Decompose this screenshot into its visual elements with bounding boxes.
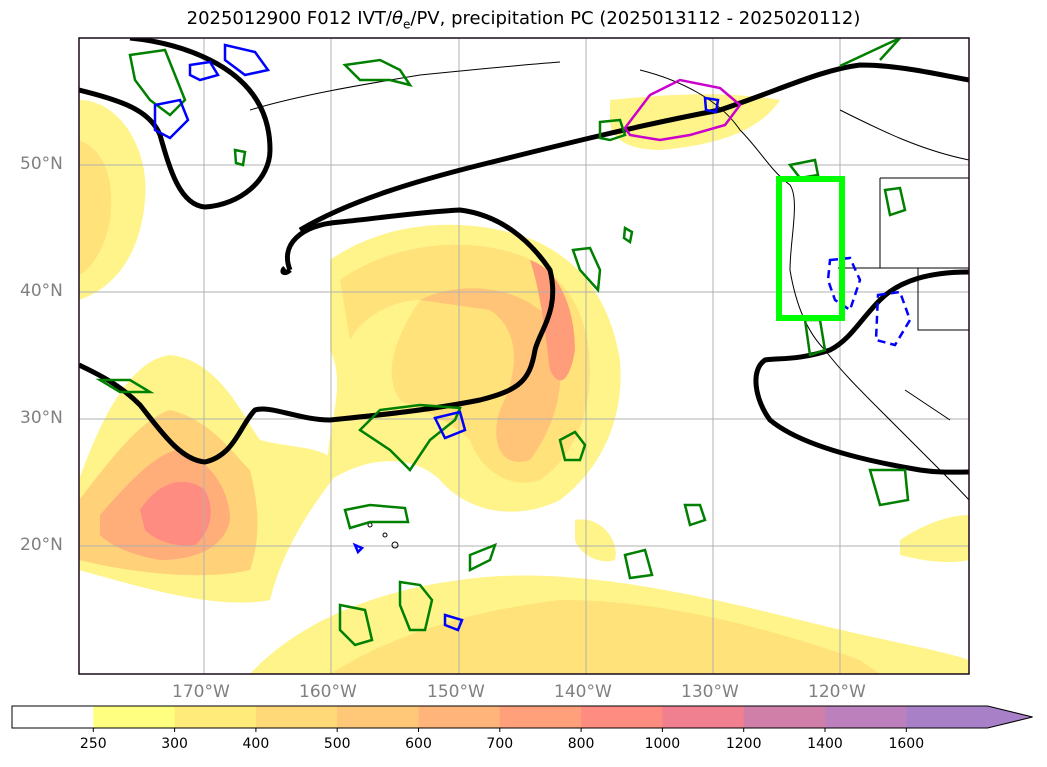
lat-label-50: 50°N [20,154,63,174]
coastlines [249,61,969,549]
colorbar-swatch [255,706,338,728]
precip-contour [623,78,742,142]
colorbar-tick-label: 400 [242,736,270,752]
map-title: 2025012900 F012 IVT/θe/PV, precipitation… [186,8,861,32]
map-frame [78,37,970,675]
colorbar-tick-label: 600 [405,736,432,752]
colorbar-swatch [499,706,582,728]
theta-contours [153,43,912,632]
colorbar-tick-label: 1200 [725,736,762,752]
domain-box [776,176,845,321]
lon-label-140w: 140°W [554,682,612,702]
lon-label-120w: 120°W [808,682,866,702]
colorbar-swatch [174,706,257,728]
colorbar-tick-label: 300 [161,736,188,752]
colorbar-tick-label: 1000 [644,736,681,752]
colorbar-tick-label: 500 [323,736,351,752]
colorbar-swatch [743,706,826,728]
colorbar-swatch [337,706,419,728]
colorbar [11,705,1033,732]
colorbar-swatch [12,706,94,728]
lat-label-40: 40°N [20,281,63,301]
colorbar-swatch [418,706,501,728]
colorbar-tick-label: 800 [567,736,595,752]
colorbar-tick-label: 1400 [807,736,843,752]
colorbar-outline [11,705,1033,729]
colorbar-tick-label: 1600 [888,736,925,752]
lat-label-30: 30°N [20,408,63,428]
colorbar-tick-label: 700 [486,736,514,752]
colorbar-tick-label: 250 [79,736,107,752]
pv-contours [95,38,910,647]
colorbar-swatch [662,706,745,728]
colorbar-swatch [906,706,989,728]
lon-label-150w: 150°W [427,682,485,702]
ivt-shading [79,94,969,674]
lat-label-20: 20°N [20,535,63,555]
colorbar-extend-arrow [987,706,1033,728]
graticule [79,38,969,674]
colorbar-swatch [825,706,907,728]
lon-label-170w: 170°W [172,682,230,702]
lon-label-160w: 160°W [299,682,357,702]
colorbar-swatch [93,706,176,728]
colorbar-swatch [581,706,663,728]
lon-label-130w: 130°W [681,682,739,702]
